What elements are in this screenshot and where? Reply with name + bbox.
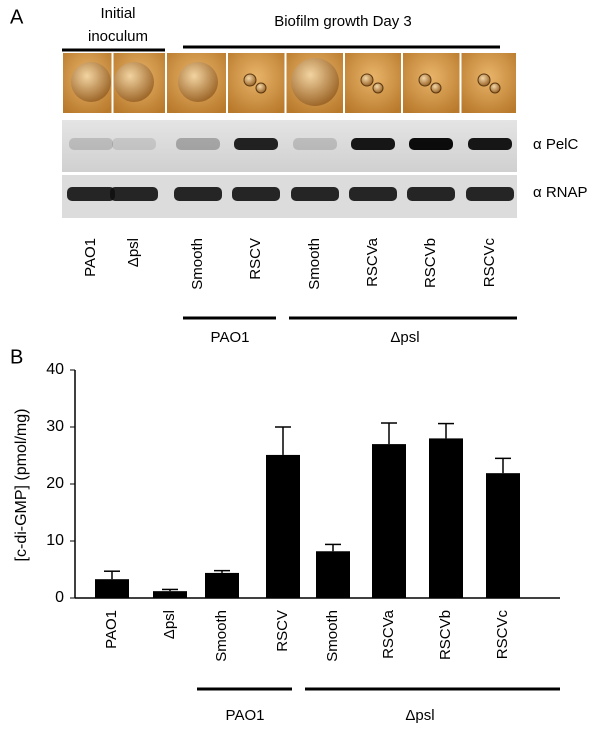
y-tick-label: 20 <box>46 475 64 492</box>
lane-label: RSCV <box>247 238 264 280</box>
group-label: Δpsl <box>390 329 419 346</box>
y-tick-label: 10 <box>46 532 64 549</box>
group-label: PAO1 <box>226 707 265 724</box>
header: Biofilm growth Day 3 <box>274 13 412 30</box>
header: Initial <box>100 5 135 22</box>
colony <box>372 82 384 94</box>
colony <box>114 62 154 102</box>
y-tick-label: 30 <box>46 418 64 435</box>
colony <box>360 73 374 87</box>
y-tick-label: 0 <box>55 589 64 606</box>
band <box>67 187 115 201</box>
bar <box>429 438 463 598</box>
x-tick-label: RSCVb <box>437 610 454 660</box>
band <box>409 138 453 150</box>
bar <box>316 551 350 598</box>
x-tick-label: Δpsl <box>161 610 178 639</box>
bar <box>266 454 300 598</box>
header: inoculum <box>88 28 148 45</box>
panel-label: A <box>10 6 24 28</box>
band <box>176 138 220 150</box>
panel-label: B <box>10 346 23 368</box>
colony <box>178 62 218 102</box>
x-tick-label: RSCVa <box>380 609 397 659</box>
lane-label: Smooth <box>189 238 206 290</box>
x-tick-label: Smooth <box>213 610 230 662</box>
colony-photo <box>228 53 285 113</box>
band <box>349 187 397 201</box>
colony <box>291 58 339 106</box>
x-tick-label: RSCV <box>274 610 291 652</box>
y-axis-label: [c-di-GMP] (pmol/mg) <box>13 409 30 562</box>
lane-label: Smooth <box>306 238 323 290</box>
band <box>468 138 512 150</box>
band <box>234 138 278 150</box>
band <box>110 187 158 201</box>
colony <box>489 82 501 94</box>
bar <box>486 473 520 598</box>
lane-label: RSCVa <box>364 237 381 287</box>
lane-label: Δpsl <box>125 238 142 267</box>
bar <box>153 591 187 598</box>
band <box>351 138 395 150</box>
colony <box>255 82 267 94</box>
band <box>466 187 514 201</box>
colony <box>418 73 432 87</box>
band <box>69 138 113 150</box>
band <box>293 138 337 150</box>
y-tick-label: 40 <box>46 361 64 378</box>
colony <box>477 73 491 87</box>
x-tick-label: RSCVc <box>494 610 511 660</box>
band <box>112 138 156 150</box>
band <box>232 187 280 201</box>
colony-photo <box>403 53 460 113</box>
x-tick-label: PAO1 <box>103 610 120 649</box>
group-label: PAO1 <box>211 329 250 346</box>
bar <box>372 444 406 598</box>
band <box>407 187 455 201</box>
group-label: Δpsl <box>405 707 434 724</box>
band <box>291 187 339 201</box>
blot-label: α RNAP <box>533 184 588 201</box>
colony <box>71 62 111 102</box>
lane-label: RSCVc <box>481 238 498 288</box>
bar <box>205 572 239 598</box>
lane-label: RSCVb <box>422 238 439 288</box>
colony <box>243 73 257 87</box>
lane-label: PAO1 <box>82 238 99 277</box>
band <box>174 187 222 201</box>
bar <box>95 579 129 598</box>
x-tick-label: Smooth <box>324 610 341 662</box>
blot-label: α PelC <box>533 136 579 153</box>
colony <box>430 82 442 94</box>
colony-photo <box>345 53 401 113</box>
